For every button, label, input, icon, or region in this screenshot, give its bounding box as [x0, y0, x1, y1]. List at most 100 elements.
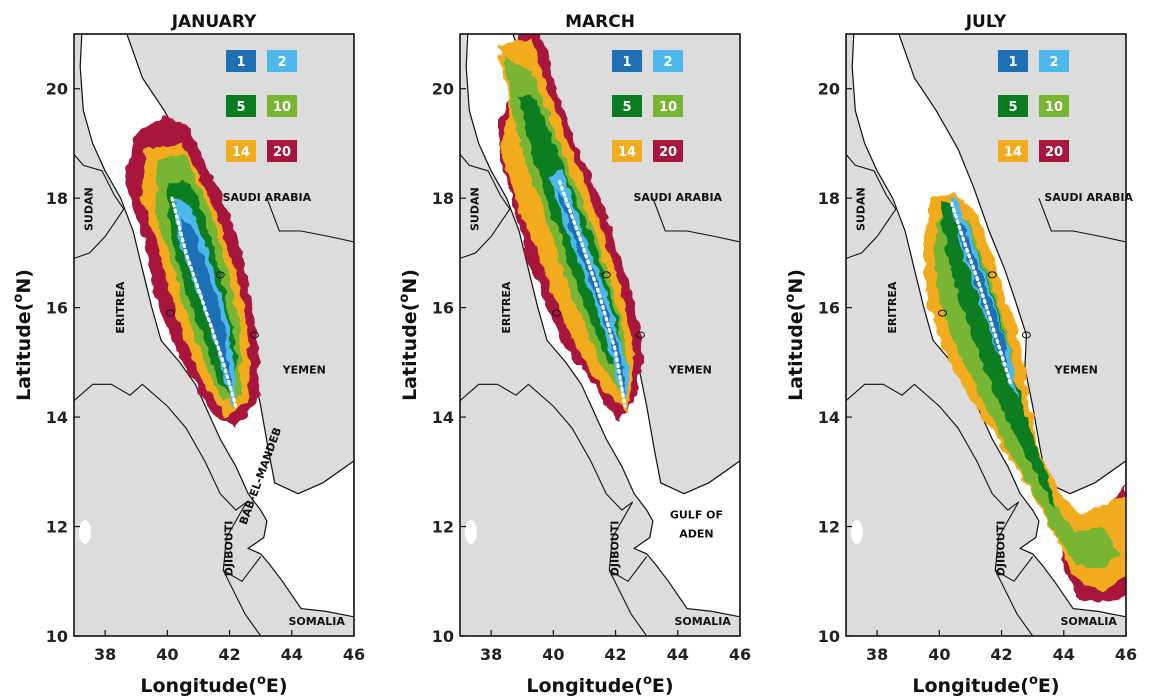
- y-axis-label: Latitude(oN): [397, 269, 421, 401]
- panel-title: JULY: [965, 12, 1007, 32]
- island: [937, 309, 947, 317]
- legend-label: 2: [277, 55, 286, 70]
- island: [1021, 331, 1031, 339]
- legend-swatch: [226, 95, 256, 117]
- country-label: ERITREA: [886, 281, 899, 334]
- border-line: [846, 383, 1020, 511]
- border-line: [608, 570, 648, 636]
- island: [165, 309, 175, 317]
- border-line: [652, 198, 740, 243]
- legend-label: 5: [236, 100, 245, 115]
- panel-title: MARCH: [565, 12, 635, 32]
- island: [551, 309, 561, 317]
- y-tick-label: 12: [432, 518, 454, 537]
- y-tick-label: 20: [818, 80, 840, 99]
- country-label: GULF OF: [670, 508, 723, 521]
- legend-swatch: [1039, 50, 1069, 72]
- legend-swatch: [267, 95, 297, 117]
- y-axis-label: Latitude(oN): [783, 269, 807, 401]
- legend: 1 2 5 10 14 20: [612, 50, 683, 162]
- legend-label: 14: [1004, 145, 1022, 160]
- border-line: [1038, 198, 1126, 243]
- legend-label: 14: [618, 145, 636, 160]
- x-tick-label: 40: [542, 645, 564, 664]
- country-label: ERITREA: [500, 281, 513, 334]
- y-tick-label: 10: [432, 627, 454, 646]
- country-label: SAUDI ARABIA: [223, 191, 312, 204]
- legend-swatch: [1039, 140, 1069, 162]
- legend-label: 2: [663, 55, 672, 70]
- y-tick-label: 14: [818, 408, 840, 427]
- x-tick-label: 42: [990, 645, 1012, 664]
- x-tick-label: 44: [667, 645, 689, 664]
- legend-swatch: [267, 140, 297, 162]
- border-line: [74, 383, 248, 511]
- country-label: SUDAN: [469, 187, 482, 231]
- country-label: SAUDI ARABIA: [633, 191, 722, 204]
- x-axis-label: Longitude(oE): [526, 673, 673, 697]
- axes-frame: [845, 33, 1127, 637]
- lake: [850, 520, 863, 545]
- legend-label: 5: [622, 100, 631, 115]
- legend-swatch: [1039, 95, 1069, 117]
- country-label: DJIBOUTI: [995, 521, 1008, 577]
- border-line: [846, 154, 897, 259]
- density-zone-2: [550, 170, 628, 407]
- density-zone-1: [556, 187, 625, 396]
- y-tick-label: 18: [46, 189, 68, 208]
- legend-swatch: [226, 140, 256, 162]
- legend-label: 1: [1008, 55, 1017, 70]
- country-label: ADEN: [679, 527, 713, 540]
- map-panel-1: SUDAN ERITREA SAUDI ARABIA YEMEN DJIBOUTI GUL…: [397, 12, 751, 697]
- y-tick-label: 16: [818, 299, 840, 318]
- x-tick-label: 38: [480, 645, 502, 664]
- border-line: [222, 570, 262, 636]
- axes-frame: [459, 33, 741, 637]
- mean-track: [950, 202, 1013, 386]
- legend-swatch: [653, 50, 683, 72]
- island: [987, 271, 997, 279]
- x-axis-label: Longitude(oE): [140, 673, 287, 697]
- axes-frame: [73, 33, 355, 637]
- country-label: YEMEN: [668, 363, 712, 376]
- y-tick-label: 16: [46, 299, 68, 318]
- legend-label: 5: [1008, 100, 1017, 115]
- legend-label: 14: [232, 145, 250, 160]
- island: [249, 331, 259, 339]
- border-line: [74, 154, 125, 259]
- x-tick-label: 42: [218, 645, 240, 664]
- x-tick-label: 44: [281, 645, 303, 664]
- legend-swatch: [998, 50, 1028, 72]
- y-tick-label: 12: [46, 518, 68, 537]
- legend-label: 10: [273, 100, 291, 115]
- y-tick-label: 14: [432, 408, 454, 427]
- country-label: ERITREA: [114, 281, 127, 334]
- legend-swatch: [612, 140, 642, 162]
- panel-title: JANUARY: [171, 12, 257, 32]
- legend-label: 20: [1045, 145, 1063, 160]
- y-tick-label: 20: [46, 80, 68, 99]
- border-line: [460, 154, 511, 259]
- country-label: SOMALIA: [1060, 615, 1117, 628]
- x-tick-label: 38: [866, 645, 888, 664]
- x-tick-label: 40: [928, 645, 950, 664]
- y-tick-label: 16: [432, 299, 454, 318]
- legend-swatch: [226, 50, 256, 72]
- legend-swatch: [612, 50, 642, 72]
- x-tick-label: 46: [1115, 645, 1137, 664]
- legend-swatch: [267, 50, 297, 72]
- x-tick-label: 44: [1053, 645, 1075, 664]
- border-line: [266, 198, 354, 243]
- legend-label: 1: [622, 55, 631, 70]
- x-tick-label: 42: [604, 645, 626, 664]
- density-zone-5: [939, 200, 1055, 511]
- island: [601, 271, 611, 279]
- island: [215, 271, 225, 279]
- legend-label: 1: [236, 55, 245, 70]
- y-tick-label: 12: [818, 518, 840, 537]
- country-label: YEMEN: [1054, 363, 1098, 376]
- legend-swatch: [998, 140, 1028, 162]
- legend-swatch: [612, 95, 642, 117]
- lake: [78, 520, 91, 545]
